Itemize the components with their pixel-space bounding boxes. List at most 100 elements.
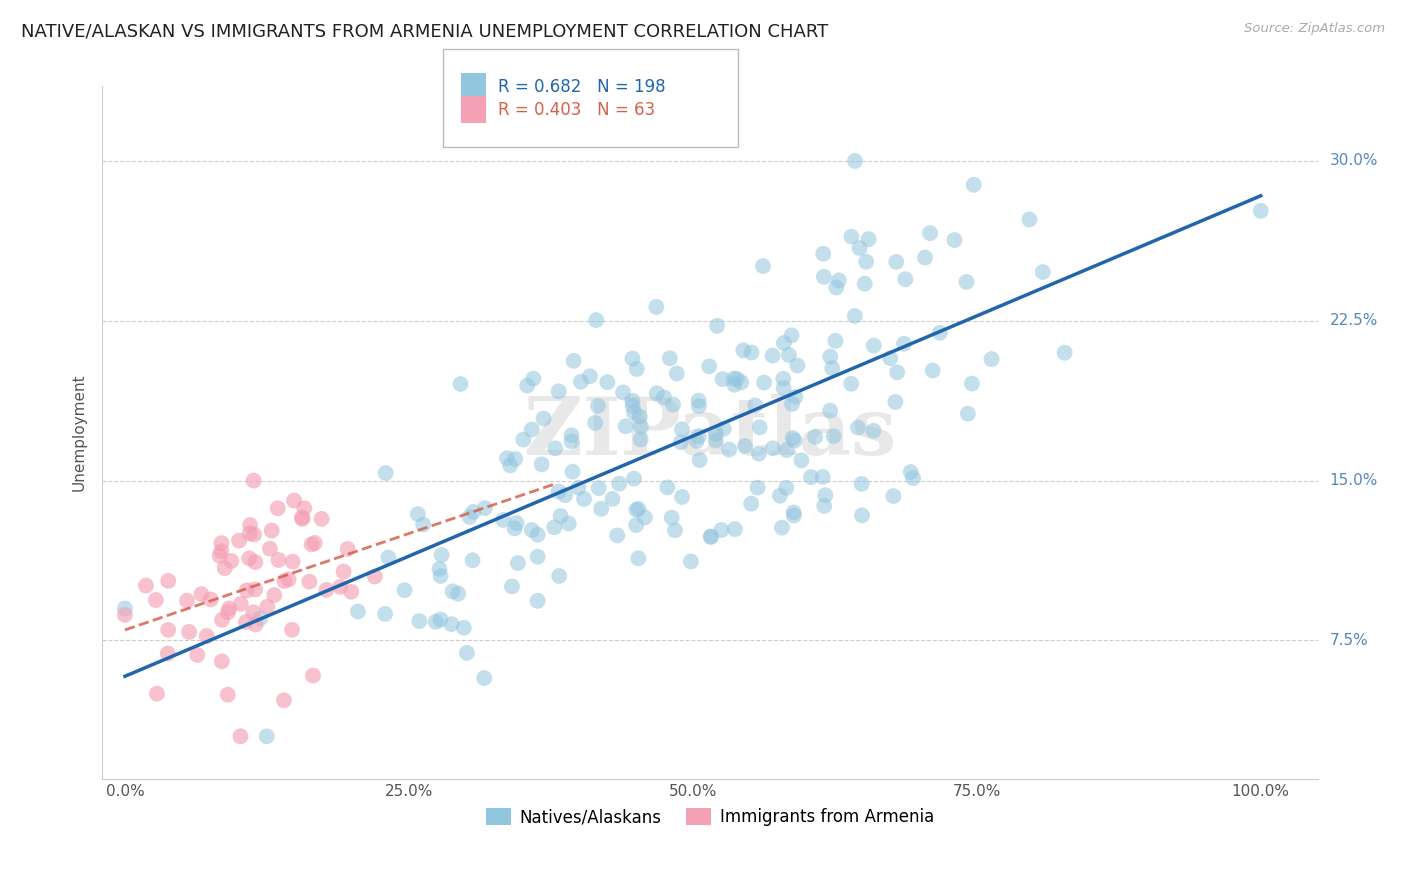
Point	[920, 226, 942, 240]
Point	[267, 553, 290, 567]
Point	[1053, 345, 1076, 359]
Point	[259, 541, 281, 556]
Point	[851, 476, 873, 491]
Point	[688, 399, 710, 413]
Point	[848, 241, 870, 255]
Point	[440, 617, 463, 632]
Point	[374, 607, 396, 621]
Point	[814, 488, 837, 502]
Point	[780, 397, 803, 411]
Point	[671, 422, 693, 436]
Point	[928, 326, 950, 340]
Point	[208, 549, 231, 563]
Text: 7.5%: 7.5%	[1330, 633, 1368, 648]
Point	[689, 453, 711, 467]
Point	[315, 582, 337, 597]
Point	[281, 555, 304, 569]
Point	[567, 481, 589, 495]
Point	[292, 501, 315, 516]
Point	[461, 553, 484, 567]
Point	[1018, 212, 1040, 227]
Point	[235, 615, 257, 629]
Point	[658, 351, 681, 366]
Point	[626, 502, 648, 516]
Point	[772, 372, 794, 386]
Point	[824, 334, 846, 348]
Point	[686, 434, 709, 448]
Point	[624, 518, 647, 533]
Point	[900, 465, 922, 479]
Point	[1250, 203, 1272, 218]
Point	[302, 668, 325, 682]
Point	[583, 416, 606, 430]
Point	[626, 362, 648, 376]
Point	[429, 562, 451, 576]
Point	[733, 343, 755, 358]
Point	[298, 574, 321, 589]
Point	[886, 365, 908, 379]
Point	[700, 530, 723, 544]
Point	[823, 429, 845, 443]
Point	[844, 309, 866, 323]
Point	[820, 350, 842, 364]
Point	[543, 520, 565, 534]
Point	[782, 431, 804, 445]
Point	[408, 614, 430, 628]
Point	[818, 403, 841, 417]
Point	[520, 523, 543, 537]
Point	[741, 345, 763, 359]
Point	[447, 587, 470, 601]
Point	[211, 536, 233, 550]
Point	[245, 582, 267, 597]
Point	[503, 452, 526, 467]
Point	[441, 584, 464, 599]
Point	[630, 419, 652, 434]
Point	[839, 376, 862, 391]
Point	[569, 375, 592, 389]
Text: 30.0%: 30.0%	[1330, 153, 1378, 169]
Point	[586, 399, 609, 413]
Point	[283, 493, 305, 508]
Point	[214, 561, 236, 575]
Point	[256, 599, 278, 614]
Point	[550, 508, 572, 523]
Text: R = 0.682   N = 198: R = 0.682 N = 198	[498, 78, 665, 95]
Point	[520, 423, 543, 437]
Point	[211, 613, 233, 627]
Point	[260, 524, 283, 538]
Point	[562, 354, 585, 368]
Point	[718, 442, 741, 457]
Point	[621, 393, 644, 408]
Y-axis label: Unemployment: Unemployment	[72, 374, 86, 491]
Point	[554, 488, 576, 502]
Point	[239, 526, 262, 541]
Point	[963, 178, 986, 192]
Point	[710, 523, 733, 537]
Point	[135, 579, 157, 593]
Point	[245, 555, 267, 569]
Point	[412, 517, 434, 532]
Point	[266, 501, 288, 516]
Point	[614, 419, 637, 434]
Point	[291, 512, 314, 526]
Point	[453, 621, 475, 635]
Point	[430, 548, 453, 562]
Point	[778, 348, 800, 362]
Point	[492, 513, 515, 527]
Point	[156, 647, 179, 661]
Point	[263, 588, 285, 602]
Point	[841, 229, 863, 244]
Point	[657, 480, 679, 494]
Point	[579, 369, 602, 384]
Point	[772, 381, 794, 395]
Point	[591, 501, 613, 516]
Point	[499, 458, 522, 473]
Point	[882, 489, 904, 503]
Point	[811, 470, 834, 484]
Point	[858, 232, 880, 246]
Point	[561, 434, 583, 449]
Point	[273, 693, 295, 707]
Point	[783, 434, 806, 448]
Point	[347, 605, 370, 619]
Point	[496, 451, 519, 466]
